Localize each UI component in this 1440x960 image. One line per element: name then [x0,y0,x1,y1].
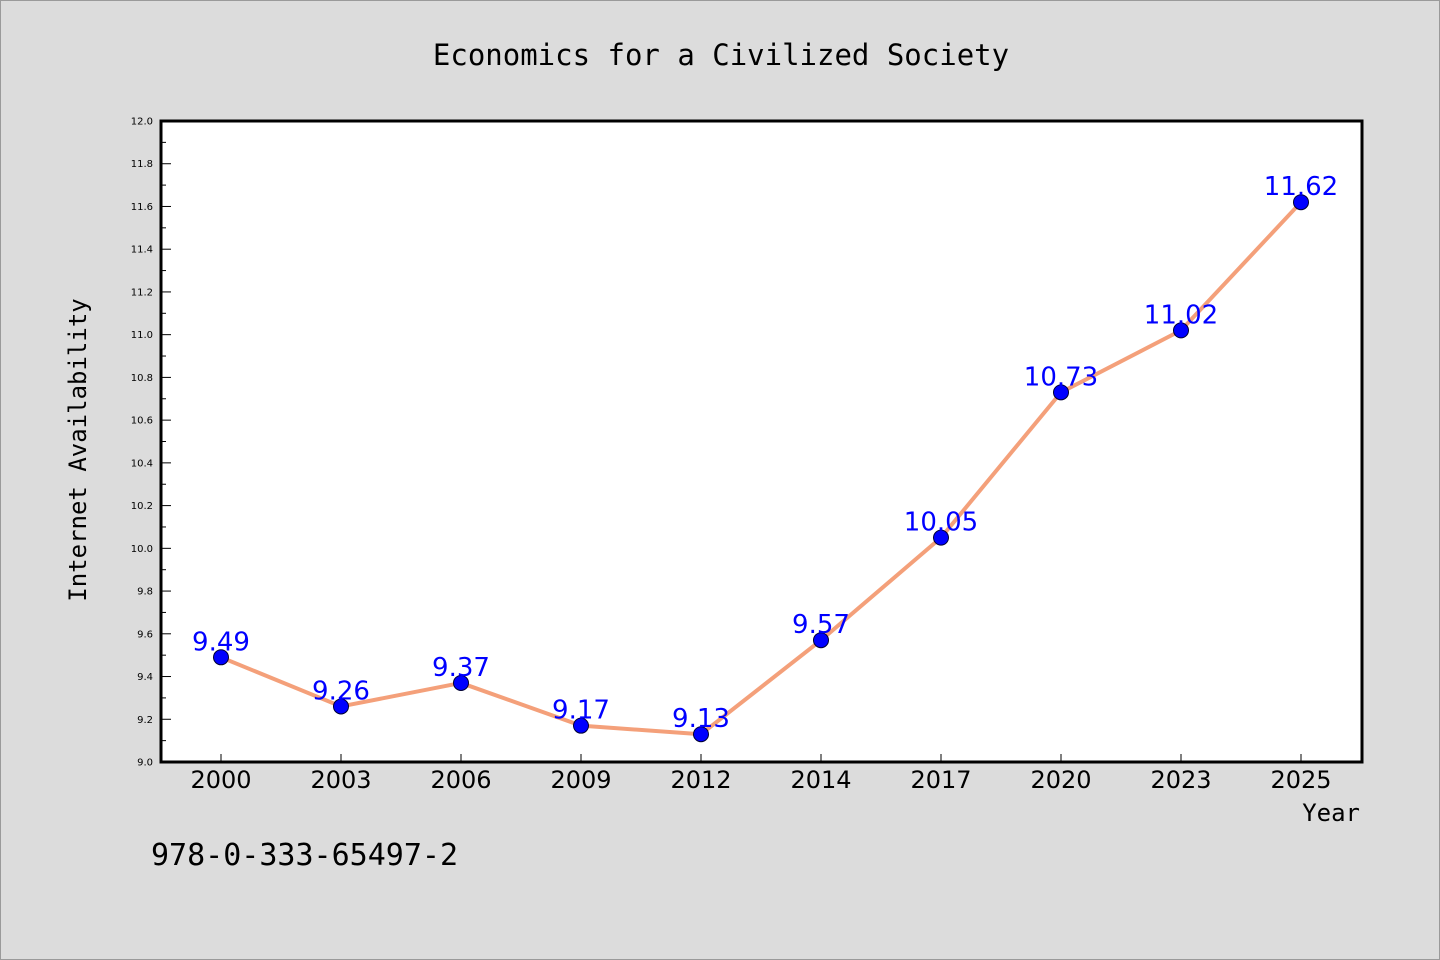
y-axis: 9.0 9.2 9.4 9.6 9.8 10.0 10.2 10.4 10.6 10.8 11.0 1… [131,117,171,769]
series-line [219,200,1303,737]
y-tick-label: 10.0 [131,544,153,555]
x-tick-label: 2006 [430,766,491,794]
x-tick-label: 2014 [790,766,851,794]
isbn-text: 978-0-333-65497-2 [151,838,458,873]
x-tick-label: 2003 [310,766,371,794]
y-axis-label: Internet Availability [64,298,92,601]
x-tick-label: 2020 [1030,766,1091,794]
y-tick-label: 11.6 [131,202,153,213]
y-tick-label: 10.6 [131,416,153,427]
data-label: 10.05 [904,508,978,538]
y-tick-label: 11.2 [131,287,153,298]
data-series: 9.49 9.26 9.37 9.17 9.13 9.57 10.05 10.73 11.02 1… [192,172,1338,743]
x-tick-label: 2012 [670,766,731,794]
data-point [1173,322,1189,339]
data-point [1293,194,1309,211]
x-tick-label: 2000 [190,766,251,794]
data-point [693,726,709,743]
data-label: 9.26 [312,676,370,706]
y-tick-label: 10.4 [131,458,153,469]
data-point [933,529,949,546]
x-tick-label: 2023 [1150,766,1211,794]
y-tick-label: 9.6 [137,629,153,640]
data-label: 9.49 [192,627,250,657]
y-tick-label: 9.2 [137,715,153,726]
x-tick-label: 2009 [550,766,611,794]
x-axis: 2000 2003 2006 2009 2012 2014 2017 2020 2023 2025 [190,754,1332,794]
y-tick-label: 9.0 [137,758,153,769]
data-label: 10.73 [1024,362,1098,392]
chart-title: Economics for a Civilized Society [433,38,1009,72]
y-tick-label: 9.4 [137,672,153,683]
data-label: 9.17 [552,696,610,726]
y-tick-label: 11.0 [131,330,153,341]
x-tick-label: 2017 [910,766,971,794]
plot-area [159,119,1364,764]
y-tick-label: 11.8 [131,159,153,170]
data-label: 9.57 [792,610,850,640]
data-label: 9.37 [432,653,490,683]
y-tick-label: 10.2 [131,501,153,512]
data-point [213,649,229,666]
data-point [333,698,349,715]
data-point [813,632,829,649]
y-tick-label: 9.8 [137,587,153,598]
y-tick-label: 12.0 [131,117,153,128]
data-point [1053,384,1069,401]
x-tick-label: 2025 [1270,766,1331,794]
data-point [453,674,469,691]
y-tick-label: 11.4 [131,245,153,256]
data-label: 11.02 [1144,300,1218,330]
data-label: 9.13 [672,704,730,734]
y-tick-label: 10.8 [131,373,153,384]
data-label: 11.62 [1264,172,1338,202]
data-point [573,717,589,734]
x-axis-label: Year [1302,799,1360,827]
